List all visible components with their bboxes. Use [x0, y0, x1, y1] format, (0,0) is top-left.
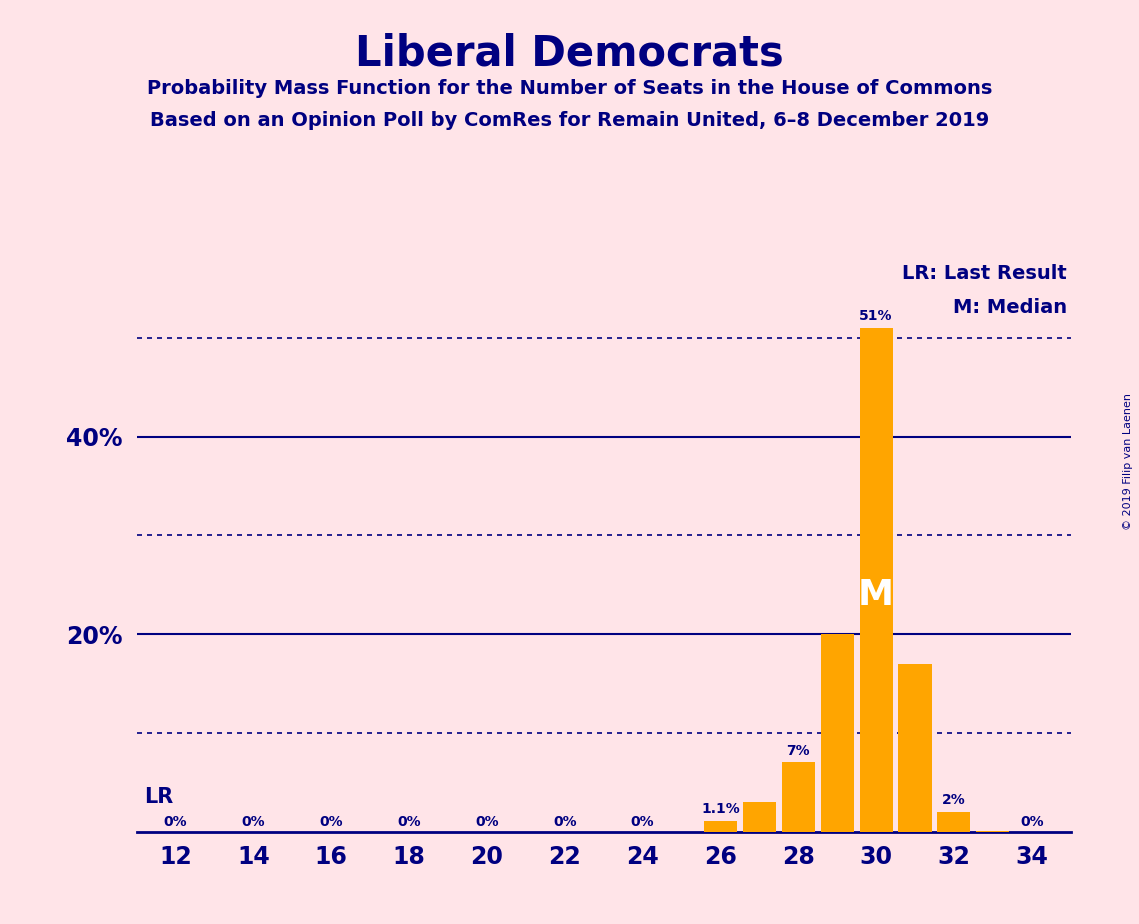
Text: Probability Mass Function for the Number of Seats in the House of Commons: Probability Mass Function for the Number… — [147, 79, 992, 98]
Bar — [976, 831, 1009, 832]
Text: 0%: 0% — [475, 815, 499, 829]
Text: LR: Last Result: LR: Last Result — [902, 263, 1067, 283]
Text: © 2019 Filip van Laenen: © 2019 Filip van Laenen — [1123, 394, 1133, 530]
Text: 0%: 0% — [631, 815, 655, 829]
Bar — [820, 634, 854, 832]
Text: 51%: 51% — [859, 309, 893, 322]
Bar — [937, 812, 970, 832]
Bar — [743, 802, 776, 832]
Text: 0%: 0% — [319, 815, 343, 829]
Bar — [704, 821, 737, 832]
Text: 0%: 0% — [552, 815, 576, 829]
Text: 0%: 0% — [398, 815, 421, 829]
Text: 0%: 0% — [241, 815, 265, 829]
Text: 7%: 7% — [786, 744, 810, 758]
Text: M: Median: M: Median — [952, 298, 1067, 317]
Bar — [781, 762, 814, 832]
Bar — [860, 328, 893, 832]
Text: Based on an Opinion Poll by ComRes for Remain United, 6–8 December 2019: Based on an Opinion Poll by ComRes for R… — [150, 111, 989, 130]
Text: 2%: 2% — [942, 793, 966, 807]
Text: LR: LR — [145, 787, 174, 807]
Text: 0%: 0% — [164, 815, 188, 829]
Text: M: M — [858, 578, 894, 612]
Text: 1.1%: 1.1% — [700, 802, 740, 816]
Bar — [899, 663, 932, 832]
Text: Liberal Democrats: Liberal Democrats — [355, 32, 784, 74]
Text: 0%: 0% — [1019, 815, 1043, 829]
